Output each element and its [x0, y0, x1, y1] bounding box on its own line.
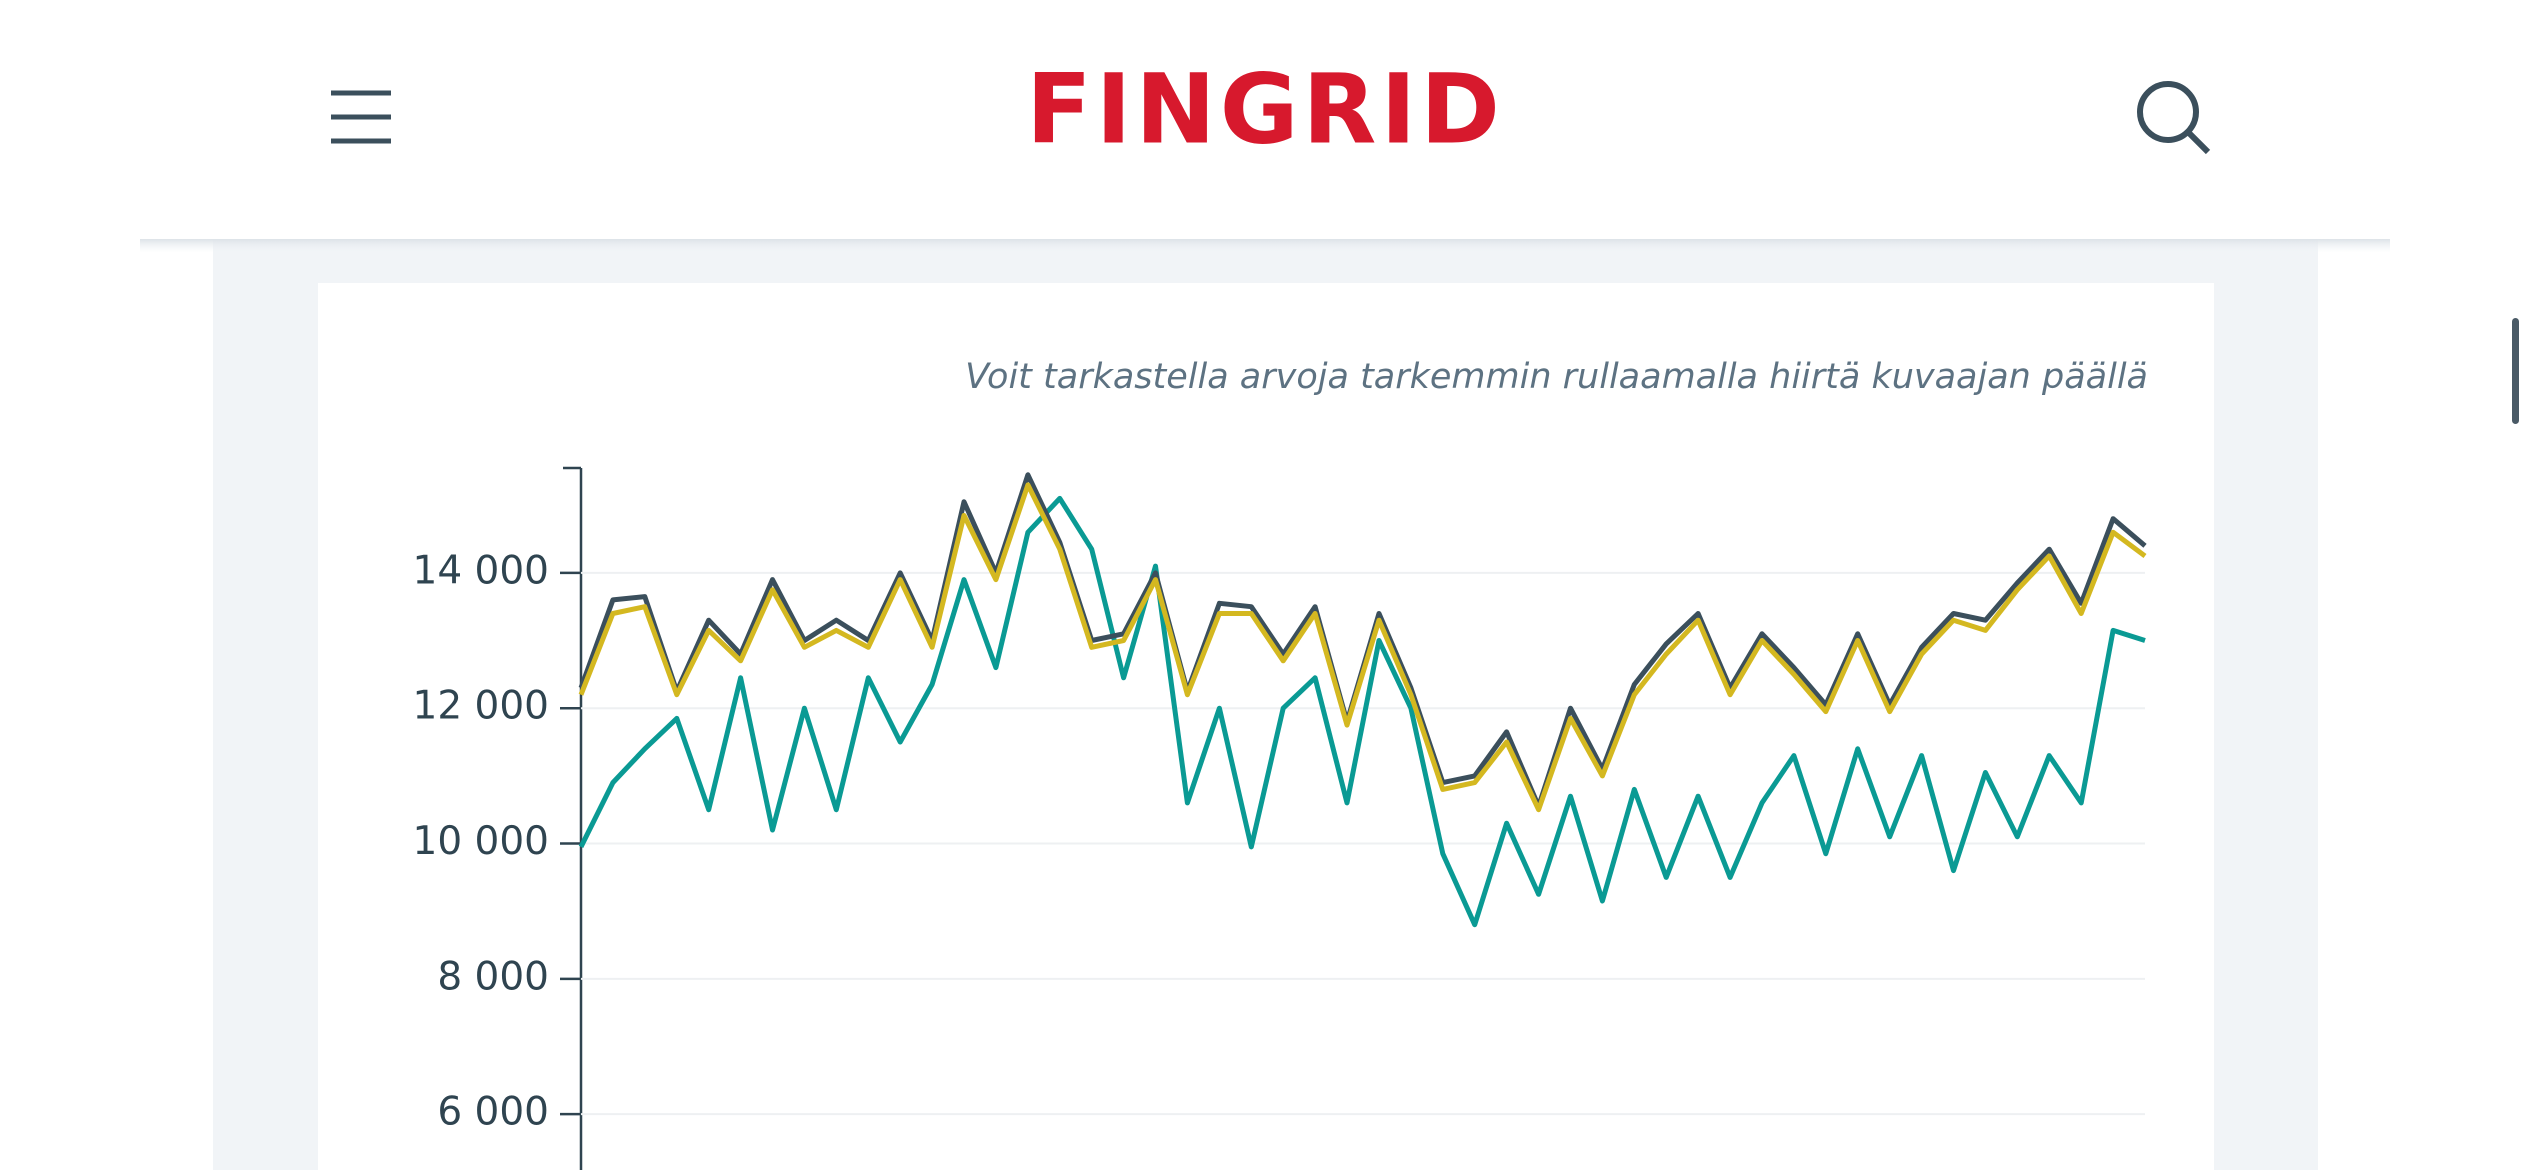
y-tick-label: 8 000: [437, 954, 549, 999]
search-button[interactable]: [2137, 81, 2211, 155]
y-tick-label: 6 000: [437, 1090, 549, 1135]
hint-text: Voit tarkastella arvoja tarkemmin rullaa…: [965, 357, 2148, 397]
y-tick-label: 14 000: [413, 548, 549, 593]
header-shadow: [140, 239, 2390, 253]
y-tick-label: 12 000: [413, 684, 549, 729]
series-line: [578, 495, 2146, 928]
logo[interactable]: FINGRID: [1026, 53, 1504, 165]
y-tick-label: 10 000: [413, 819, 549, 864]
series-line: [578, 482, 2147, 813]
scrollbar[interactable]: [2512, 318, 2519, 424]
menu-button[interactable]: [331, 90, 391, 144]
chart-card: [318, 283, 2214, 1170]
header: [0, 0, 2532, 239]
